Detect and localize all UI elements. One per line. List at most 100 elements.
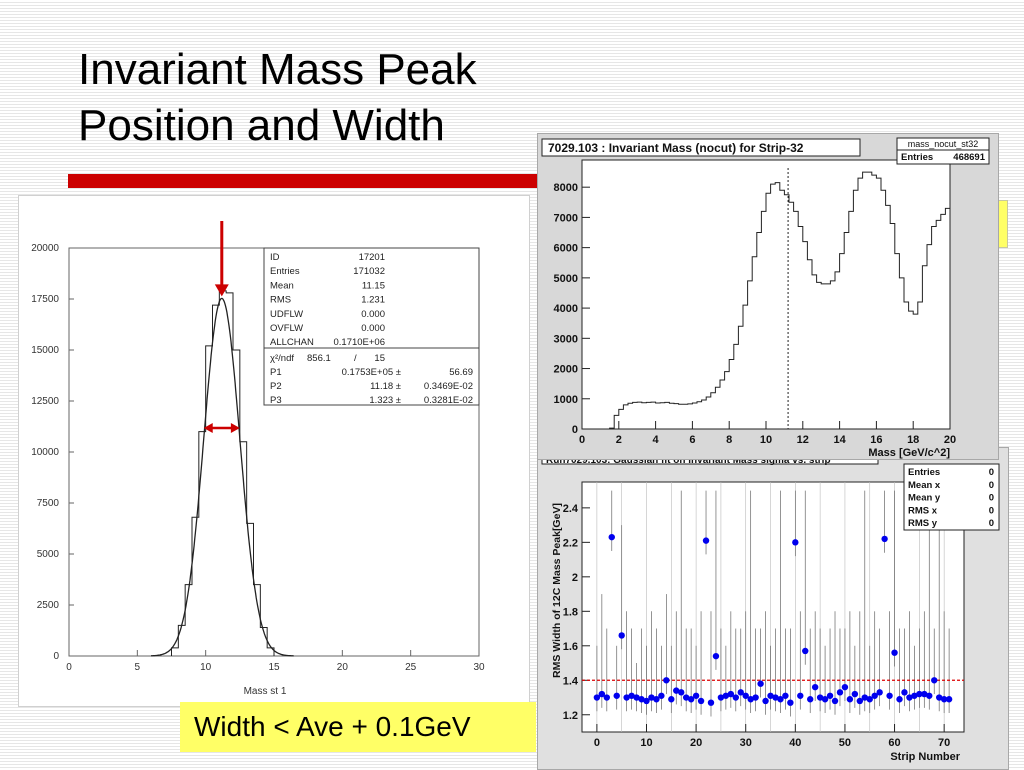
data-point bbox=[787, 699, 794, 706]
stat-name: ID bbox=[270, 252, 280, 263]
fit-param-name: P1 bbox=[270, 367, 282, 378]
y-tick-label: 1.4 bbox=[563, 675, 579, 687]
data-point bbox=[618, 632, 625, 639]
fit-param-name: P3 bbox=[270, 395, 282, 406]
data-point bbox=[901, 689, 908, 696]
data-point bbox=[747, 696, 754, 703]
data-point bbox=[697, 697, 705, 705]
stat-value: 11.15 bbox=[362, 280, 385, 291]
stat-value: 0 bbox=[989, 518, 994, 529]
y-tick-label: 2500 bbox=[37, 600, 60, 611]
fit-param-value: 0.1753E+05 ± bbox=[342, 367, 401, 378]
data-point bbox=[643, 697, 650, 705]
data-point bbox=[752, 694, 759, 701]
data-point bbox=[891, 649, 898, 656]
x-tick-label: 70 bbox=[938, 737, 950, 749]
data-point bbox=[682, 694, 690, 701]
x-axis-label: Mass [GeV/c^2] bbox=[868, 447, 950, 459]
y-tick-label: 1.6 bbox=[563, 641, 578, 653]
chi2-value: 856.1 bbox=[307, 353, 331, 364]
y-tick-label: 2.4 bbox=[563, 503, 579, 515]
gaussian-fit-histogram: 0 2500 5000 7500 10000 12500 15000 17500 20000 0 5… bbox=[31, 221, 485, 697]
y-tick-label: 1.2 bbox=[563, 710, 578, 722]
data-point bbox=[921, 690, 928, 698]
stats-box bbox=[263, 247, 480, 406]
x-tick-label: 14 bbox=[833, 434, 846, 446]
data-point bbox=[856, 697, 864, 705]
stat-value: 0.000 bbox=[361, 309, 385, 320]
data-point bbox=[737, 689, 744, 696]
data-point bbox=[712, 652, 720, 660]
y-tick-label: 0 bbox=[53, 651, 59, 662]
stat-value: 0.000 bbox=[361, 323, 385, 334]
chart-title: 7029.103 : Invariant Mass (nocut) for St… bbox=[548, 141, 804, 155]
data-point bbox=[811, 683, 819, 691]
stat-name: Mean x bbox=[908, 480, 941, 491]
y-tick-label: 12500 bbox=[31, 396, 59, 407]
x-tick-label: 18 bbox=[907, 434, 919, 446]
data-point bbox=[861, 694, 868, 701]
y-tick-label: 2.2 bbox=[563, 537, 578, 549]
x-axis-label: Strip Number bbox=[890, 751, 960, 763]
y-tick-label: 3000 bbox=[554, 333, 578, 345]
invariant-mass-panel: 7029.103 : Invariant Mass (nocut) for St… bbox=[537, 133, 999, 460]
stat-name: OVFLW bbox=[270, 323, 303, 334]
data-point bbox=[608, 533, 615, 541]
x-tick-label: 20 bbox=[337, 662, 349, 673]
invariant-mass-histogram: 7029.103 : Invariant Mass (nocut) for St… bbox=[541, 137, 990, 459]
fit-param-error: 0.3281E-02 bbox=[424, 395, 473, 406]
fit-param-name: P2 bbox=[270, 381, 282, 392]
y-tick-label: 4000 bbox=[554, 303, 578, 315]
stat-name: ALLCHAN bbox=[270, 337, 314, 348]
stat-value: 0 bbox=[989, 493, 994, 504]
y-tick-label: 5000 bbox=[554, 273, 578, 285]
x-tick-label: 50 bbox=[839, 737, 851, 749]
y-tick-label: 20000 bbox=[31, 243, 59, 254]
data-point bbox=[593, 694, 601, 701]
x-tick-label: 4 bbox=[653, 434, 660, 446]
x-tick-label: 10 bbox=[760, 434, 772, 446]
data-point bbox=[717, 694, 725, 701]
data-point bbox=[782, 692, 789, 699]
data-point bbox=[623, 694, 630, 701]
chi2-label: χ²/ndf bbox=[270, 353, 294, 364]
data-point bbox=[831, 697, 839, 705]
data-point bbox=[797, 692, 804, 699]
y-tick-label: 6000 bbox=[554, 243, 578, 255]
data-point bbox=[777, 696, 784, 703]
stats-box bbox=[896, 137, 990, 165]
data-point bbox=[663, 677, 670, 684]
data-point bbox=[841, 683, 849, 691]
histogram-outline bbox=[609, 171, 950, 429]
gaussian-fit-curve bbox=[151, 297, 294, 657]
data-point bbox=[678, 689, 685, 696]
y-tick-label: 7000 bbox=[554, 212, 578, 224]
data-point bbox=[821, 696, 829, 703]
data-point bbox=[886, 692, 893, 699]
data-point bbox=[613, 692, 620, 699]
y-axis-label: RMS Width of 12C Mass Peak[GeV] bbox=[551, 503, 563, 678]
x-tick-label: 30 bbox=[740, 737, 752, 749]
data-point bbox=[836, 689, 844, 696]
x-tick-label: 12 bbox=[797, 434, 809, 446]
data-point bbox=[603, 694, 611, 701]
fit-param-error: 0.3469E-02 bbox=[424, 381, 473, 392]
data-point bbox=[767, 692, 774, 699]
x-tick-label: 20 bbox=[944, 434, 956, 446]
peak-arrow-head bbox=[214, 284, 229, 297]
x-axis-label: Mass st 1 bbox=[244, 686, 287, 697]
title-line-1: Invariant Mass Peak bbox=[78, 45, 477, 94]
data-point bbox=[876, 689, 883, 696]
data-point bbox=[896, 696, 903, 703]
x-tick-label: 25 bbox=[405, 662, 417, 673]
data-point bbox=[945, 696, 953, 703]
stat-value: 1.231 bbox=[361, 295, 385, 306]
x-tick-label: 2 bbox=[616, 434, 622, 446]
data-point bbox=[926, 692, 933, 699]
data-point bbox=[762, 697, 769, 705]
y-tick-label: 0 bbox=[572, 424, 578, 436]
x-tick-label: 8 bbox=[726, 434, 732, 446]
fit-param-value: 1.323 ± bbox=[369, 395, 401, 406]
stat-value: 17201 bbox=[359, 252, 385, 263]
stat-name: RMS y bbox=[908, 518, 938, 529]
